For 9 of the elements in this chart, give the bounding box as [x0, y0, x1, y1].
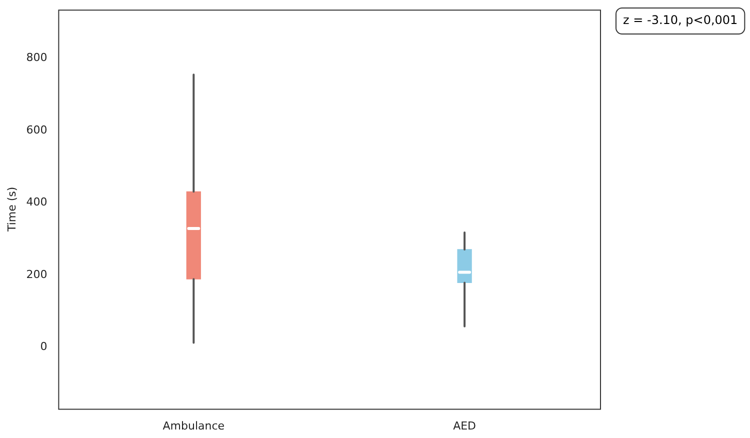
- y-tick-label: 800: [26, 51, 48, 64]
- y-axis-title: Time (s): [5, 186, 18, 233]
- x-tick-label: AED: [453, 419, 476, 432]
- y-tick-label: 400: [26, 196, 48, 209]
- x-tick-label: Ambulance: [162, 419, 225, 432]
- text: z = -3.10, p<0,001: [623, 13, 738, 28]
- y-tick-label: 200: [26, 268, 48, 281]
- y-tick-label: 600: [26, 123, 48, 136]
- y-tick-label: 0: [40, 340, 48, 354]
